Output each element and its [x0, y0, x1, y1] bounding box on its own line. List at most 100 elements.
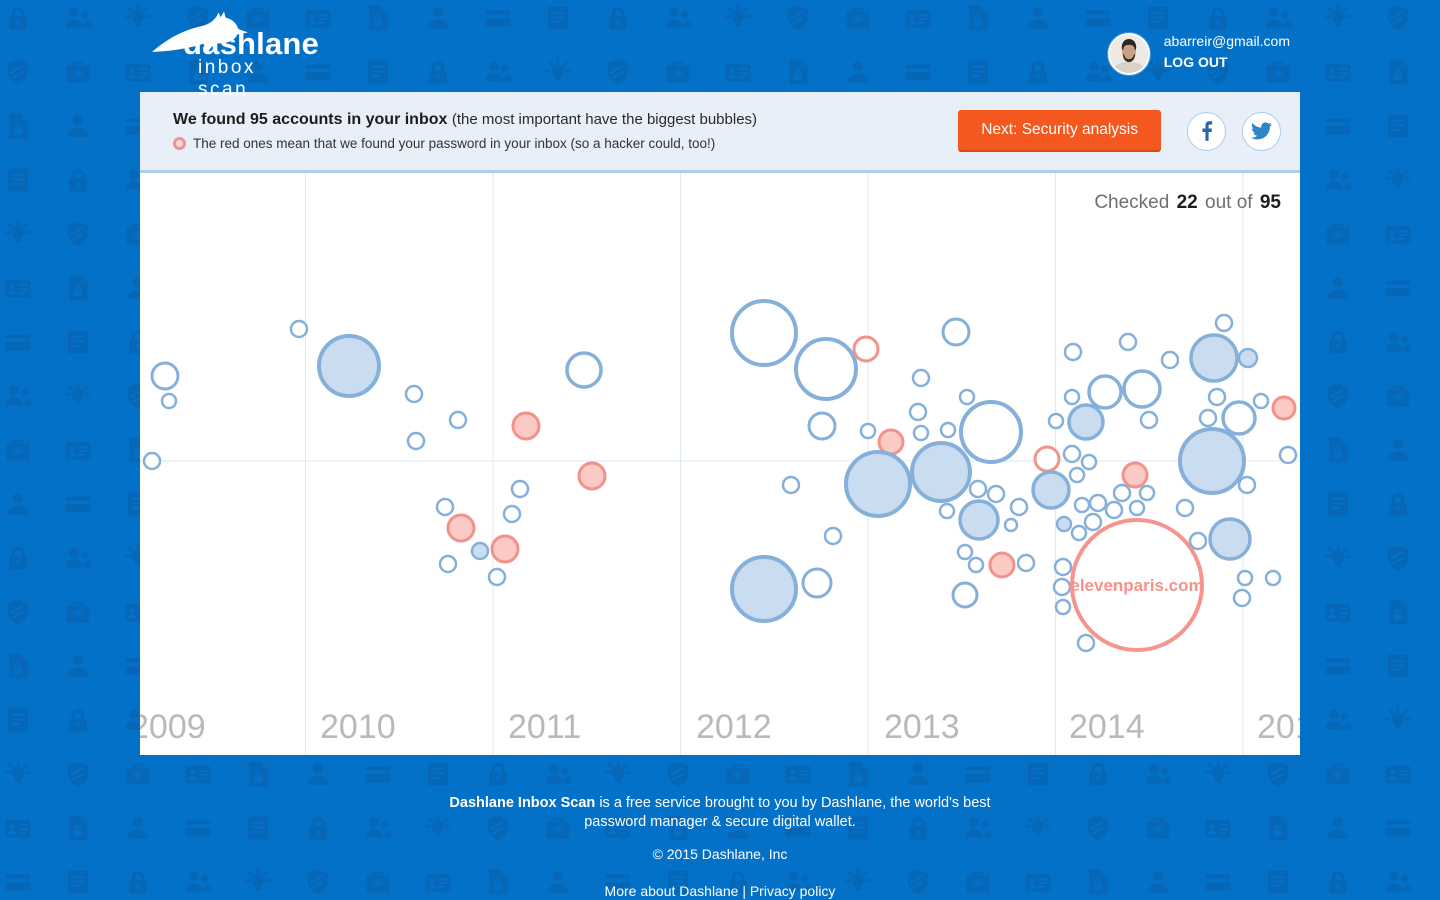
account-bubble[interactable]: [1207, 387, 1227, 407]
account-bubble[interactable]: [1052, 577, 1072, 597]
account-bubble[interactable]: [1088, 493, 1108, 513]
account-bubble[interactable]: [565, 351, 603, 389]
account-bubble[interactable]: [1121, 461, 1149, 489]
account-bubble[interactable]: [1139, 410, 1159, 430]
account-bubble[interactable]: [859, 422, 877, 440]
account-bubble[interactable]: [1080, 453, 1098, 471]
account-bubble[interactable]: [1232, 588, 1252, 608]
account-bubble[interactable]: [1160, 350, 1180, 370]
account-bubble[interactable]: [986, 484, 1006, 504]
account-bubble[interactable]: [1054, 598, 1072, 616]
account-bubble[interactable]: [1271, 395, 1297, 421]
account-bubble[interactable]: [1175, 498, 1195, 518]
account-bubble[interactable]: [844, 450, 912, 518]
account-bubble[interactable]: [1221, 400, 1257, 436]
account-bubble[interactable]: [1198, 408, 1218, 428]
account-bubble[interactable]: [1237, 475, 1257, 495]
account-bubble[interactable]: [487, 567, 507, 587]
account-bubble[interactable]: [1083, 512, 1103, 532]
account-bubble[interactable]: [1076, 633, 1096, 653]
account-bubble[interactable]: [852, 335, 880, 363]
account-bubble[interactable]: [1055, 515, 1073, 533]
account-bubble[interactable]: [801, 567, 833, 599]
next-security-analysis-button[interactable]: Next: Security analysis: [958, 110, 1161, 152]
account-bubble[interactable]: [807, 411, 837, 441]
account-bubble[interactable]: [730, 299, 798, 367]
account-bubble[interactable]: [317, 334, 381, 398]
privacy-policy-link[interactable]: Privacy policy: [749, 883, 836, 900]
account-bubble[interactable]: [1009, 497, 1029, 517]
account-bubble[interactable]: [908, 402, 928, 422]
account-bubble-highlighted[interactable]: [1070, 518, 1204, 652]
account-bubble[interactable]: [1122, 369, 1162, 409]
account-bubble[interactable]: [956, 543, 974, 561]
account-bubble[interactable]: [510, 479, 530, 499]
account-bubble[interactable]: [1138, 484, 1156, 502]
more-about-dashlane-link[interactable]: More about Dashlane: [604, 883, 739, 900]
account-bubble[interactable]: [404, 384, 424, 404]
account-bubble[interactable]: [1016, 553, 1036, 573]
account-bubble[interactable]: [438, 554, 458, 574]
twitter-share-button[interactable]: [1242, 111, 1281, 151]
account-bubble[interactable]: [160, 392, 178, 410]
account-bubble[interactable]: [1208, 517, 1252, 561]
account-bubble[interactable]: [912, 424, 930, 442]
account-bubble[interactable]: [958, 388, 976, 406]
account-bubble[interactable]: [781, 475, 801, 495]
account-bubble[interactable]: [1073, 496, 1091, 514]
account-bubble[interactable]: [1068, 466, 1086, 484]
account-bubble[interactable]: [1067, 403, 1105, 441]
account-bubble[interactable]: [1189, 333, 1239, 383]
account-bubble[interactable]: [1236, 569, 1254, 587]
account-bubble[interactable]: [939, 421, 957, 439]
account-bubble[interactable]: [490, 534, 520, 564]
account-bubble[interactable]: [1053, 557, 1073, 577]
account-bubble[interactable]: [448, 410, 468, 430]
account-bubble[interactable]: [1087, 374, 1123, 410]
account-bubble[interactable]: [1062, 444, 1082, 464]
account-bubble[interactable]: [577, 461, 607, 491]
account-bubble[interactable]: [289, 319, 309, 339]
account-bubble[interactable]: [446, 513, 476, 543]
account-bubble[interactable]: [1214, 313, 1234, 333]
account-bubble[interactable]: [1237, 347, 1259, 369]
account-bubble[interactable]: [1128, 499, 1146, 517]
account-bubble[interactable]: [435, 497, 455, 517]
account-bubble[interactable]: [941, 317, 971, 347]
account-bubble[interactable]: [958, 499, 1000, 541]
account-bubble[interactable]: [1033, 445, 1061, 473]
account-bubble[interactable]: [502, 504, 522, 524]
account-bubble[interactable]: [150, 361, 180, 391]
account-bubble[interactable]: [911, 368, 931, 388]
account-bubble[interactable]: [1104, 500, 1124, 520]
account-bubble[interactable]: [1063, 342, 1083, 362]
account-bubble[interactable]: [823, 526, 843, 546]
account-bubble[interactable]: [1178, 427, 1246, 495]
account-bubble[interactable]: [1252, 392, 1270, 410]
account-bubble[interactable]: [794, 337, 858, 401]
account-bubble[interactable]: [1070, 524, 1088, 542]
account-bubble[interactable]: [910, 441, 972, 503]
account-bubble[interactable]: [511, 411, 541, 441]
account-bubble[interactable]: [470, 541, 490, 561]
account-bubble[interactable]: [1003, 517, 1019, 533]
logout-button[interactable]: LOG OUT: [1163, 54, 1228, 70]
account-bubble[interactable]: [968, 479, 988, 499]
account-bubble[interactable]: [1063, 388, 1081, 406]
account-bubble[interactable]: [1264, 569, 1282, 587]
account-bubble[interactable]: [730, 555, 798, 623]
account-bubble[interactable]: [142, 451, 162, 471]
account-bubble[interactable]: [959, 400, 1023, 464]
facebook-share-button[interactable]: [1187, 111, 1226, 151]
account-bubble[interactable]: [951, 581, 979, 609]
account-bubble[interactable]: [1047, 412, 1065, 430]
account-bubble[interactable]: [967, 556, 985, 574]
account-bubble[interactable]: [938, 502, 956, 520]
account-bubble[interactable]: [1112, 483, 1132, 503]
account-bubble[interactable]: [1278, 445, 1298, 465]
account-bubble[interactable]: [1188, 531, 1208, 551]
account-bubble[interactable]: [406, 431, 426, 451]
account-bubble[interactable]: [1118, 332, 1138, 352]
account-bubble[interactable]: [1031, 470, 1071, 510]
account-bubble[interactable]: [988, 551, 1016, 579]
